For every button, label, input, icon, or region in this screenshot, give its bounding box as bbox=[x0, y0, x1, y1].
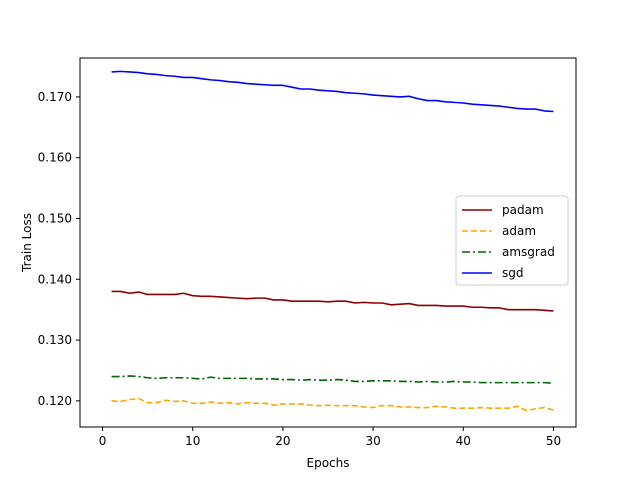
x-axis-label: Epochs bbox=[307, 456, 350, 470]
x-tick-label: 50 bbox=[546, 434, 561, 448]
x-tick-label: 30 bbox=[365, 434, 380, 448]
y-tick-label: 0.120 bbox=[38, 394, 72, 408]
y-tick-label: 0.140 bbox=[38, 272, 72, 286]
x-tick-label: 10 bbox=[185, 434, 200, 448]
series-line-adam bbox=[111, 397, 554, 412]
x-axis-ticks: 0 10 20 30 40 50 bbox=[99, 427, 561, 448]
y-tick-label: 0.130 bbox=[38, 333, 72, 347]
plot-frame bbox=[79, 57, 577, 428]
legend-label-sgd: sgd bbox=[502, 266, 524, 280]
x-tick-label: 0 bbox=[99, 434, 107, 448]
y-tick-label: 0.160 bbox=[38, 151, 72, 165]
legend-box bbox=[455, 195, 569, 286]
legend-label-amsgrad: amsgrad bbox=[502, 245, 555, 259]
y-axis-label: Train Loss bbox=[20, 213, 34, 273]
x-tick-label: 40 bbox=[456, 434, 471, 448]
series-line-sgd bbox=[111, 70, 554, 113]
axes-layer bbox=[79, 57, 577, 428]
series-layer bbox=[111, 70, 554, 412]
legend: padam adam amsgrad sgd bbox=[455, 195, 569, 286]
legend-label-padam: padam bbox=[502, 203, 544, 217]
y-tick-label: 0.170 bbox=[38, 90, 72, 104]
y-axis-ticks: 0.120 0.130 0.140 0.150 0.160 0.170 bbox=[38, 90, 80, 408]
y-tick-label: 0.150 bbox=[38, 211, 72, 225]
series-line-padam bbox=[111, 290, 554, 312]
x-tick-label: 20 bbox=[275, 434, 290, 448]
series-line-amsgrad bbox=[111, 375, 554, 385]
legend-label-adam: adam bbox=[502, 224, 536, 238]
